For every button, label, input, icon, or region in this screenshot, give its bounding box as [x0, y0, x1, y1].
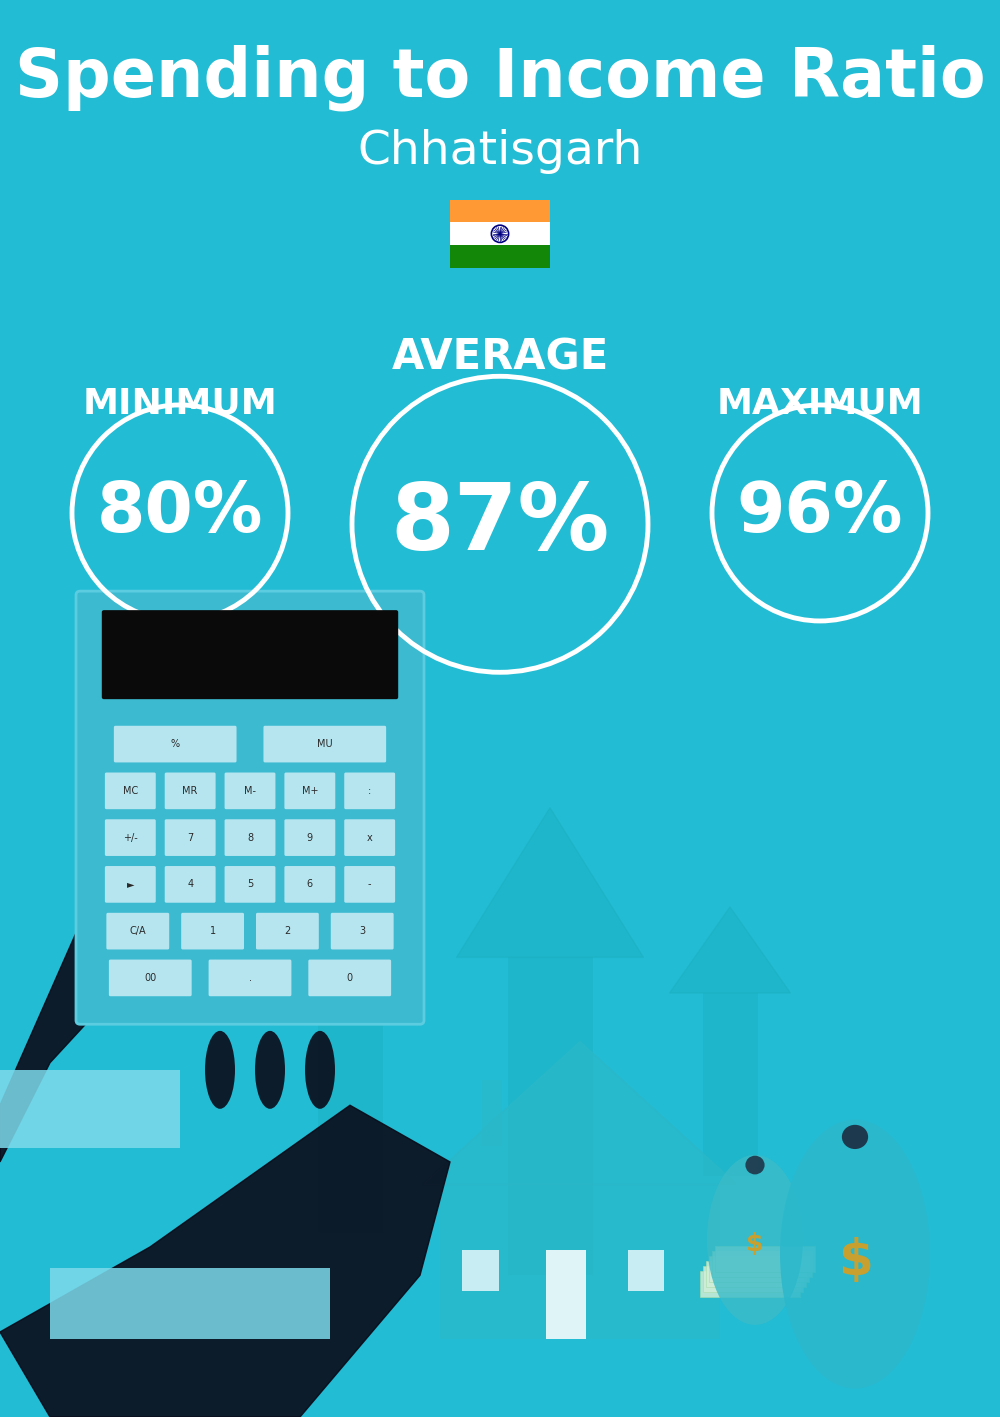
FancyBboxPatch shape: [165, 866, 216, 903]
FancyBboxPatch shape: [106, 913, 169, 949]
Text: .: .: [248, 973, 252, 983]
Polygon shape: [0, 737, 320, 1162]
Text: MC: MC: [123, 786, 138, 796]
Text: 96%: 96%: [737, 479, 903, 547]
Bar: [715, 1246, 815, 1271]
FancyBboxPatch shape: [114, 726, 237, 762]
Bar: [462, 1250, 499, 1291]
Text: MINIMUM: MINIMUM: [83, 387, 277, 421]
FancyBboxPatch shape: [284, 819, 335, 856]
Text: 4: 4: [187, 880, 193, 890]
Text: 9: 9: [307, 833, 313, 843]
Ellipse shape: [255, 1030, 285, 1108]
Text: 80%: 80%: [97, 479, 263, 547]
FancyBboxPatch shape: [102, 611, 398, 699]
Bar: [628, 1250, 664, 1291]
FancyBboxPatch shape: [344, 866, 395, 903]
Bar: [50, 1268, 330, 1339]
FancyBboxPatch shape: [308, 959, 391, 996]
Text: MR: MR: [182, 786, 198, 796]
Text: 87%: 87%: [390, 479, 610, 570]
Text: Spending to Income Ratio: Spending to Income Ratio: [15, 45, 985, 111]
FancyBboxPatch shape: [165, 772, 216, 809]
FancyBboxPatch shape: [256, 913, 319, 949]
Ellipse shape: [842, 1125, 868, 1149]
Text: :: :: [368, 786, 371, 796]
Bar: [450, 222, 550, 245]
Circle shape: [499, 232, 501, 235]
Text: 00: 00: [144, 973, 156, 983]
Text: -: -: [368, 880, 371, 890]
FancyBboxPatch shape: [165, 819, 216, 856]
Text: +/-: +/-: [123, 833, 138, 843]
Bar: [706, 1261, 806, 1287]
Text: 1: 1: [210, 927, 216, 937]
Polygon shape: [278, 879, 422, 992]
Text: $: $: [838, 1237, 872, 1285]
Text: 8: 8: [247, 833, 253, 843]
Bar: [702, 993, 758, 1176]
FancyBboxPatch shape: [284, 772, 335, 809]
Text: MU: MU: [317, 740, 333, 750]
FancyBboxPatch shape: [109, 959, 192, 996]
FancyBboxPatch shape: [284, 866, 335, 903]
Text: M+: M+: [302, 786, 318, 796]
Bar: [450, 245, 550, 268]
Ellipse shape: [205, 1030, 235, 1108]
Ellipse shape: [707, 1155, 803, 1325]
Polygon shape: [423, 1041, 737, 1185]
Text: 5: 5: [247, 880, 253, 890]
Text: 3: 3: [359, 927, 365, 937]
FancyBboxPatch shape: [181, 913, 244, 949]
Ellipse shape: [780, 1119, 930, 1389]
Text: ►: ►: [127, 880, 134, 890]
Text: x: x: [367, 833, 373, 843]
Bar: [482, 1080, 502, 1145]
Text: C/A: C/A: [129, 927, 146, 937]
Text: %: %: [171, 740, 180, 750]
FancyBboxPatch shape: [105, 866, 156, 903]
Bar: [450, 200, 550, 222]
Text: 0: 0: [347, 973, 353, 983]
FancyBboxPatch shape: [105, 772, 156, 809]
Bar: [440, 1185, 720, 1339]
FancyBboxPatch shape: [263, 726, 386, 762]
Polygon shape: [456, 808, 644, 958]
Text: MAXIMUM: MAXIMUM: [717, 387, 923, 421]
FancyBboxPatch shape: [76, 591, 424, 1024]
FancyBboxPatch shape: [225, 866, 275, 903]
Text: Chhatisgarh: Chhatisgarh: [357, 129, 643, 174]
Polygon shape: [670, 907, 790, 993]
FancyBboxPatch shape: [105, 819, 156, 856]
Bar: [318, 992, 382, 1233]
FancyBboxPatch shape: [344, 772, 395, 809]
FancyBboxPatch shape: [344, 819, 395, 856]
Polygon shape: [0, 1105, 450, 1417]
FancyBboxPatch shape: [225, 772, 275, 809]
Bar: [0, 1070, 180, 1148]
Bar: [546, 1250, 586, 1339]
FancyBboxPatch shape: [225, 819, 275, 856]
FancyBboxPatch shape: [209, 959, 291, 996]
Ellipse shape: [305, 1030, 335, 1108]
Bar: [712, 1251, 812, 1277]
FancyBboxPatch shape: [331, 913, 394, 949]
Text: 2: 2: [284, 927, 291, 937]
Text: M-: M-: [244, 786, 256, 796]
Bar: [703, 1265, 803, 1291]
Bar: [700, 1271, 800, 1297]
Text: 7: 7: [187, 833, 193, 843]
Text: 6: 6: [307, 880, 313, 890]
Bar: [508, 958, 592, 1275]
Text: $: $: [746, 1233, 764, 1255]
Text: AVERAGE: AVERAGE: [391, 336, 609, 378]
Ellipse shape: [745, 1156, 765, 1175]
Bar: [709, 1255, 809, 1281]
